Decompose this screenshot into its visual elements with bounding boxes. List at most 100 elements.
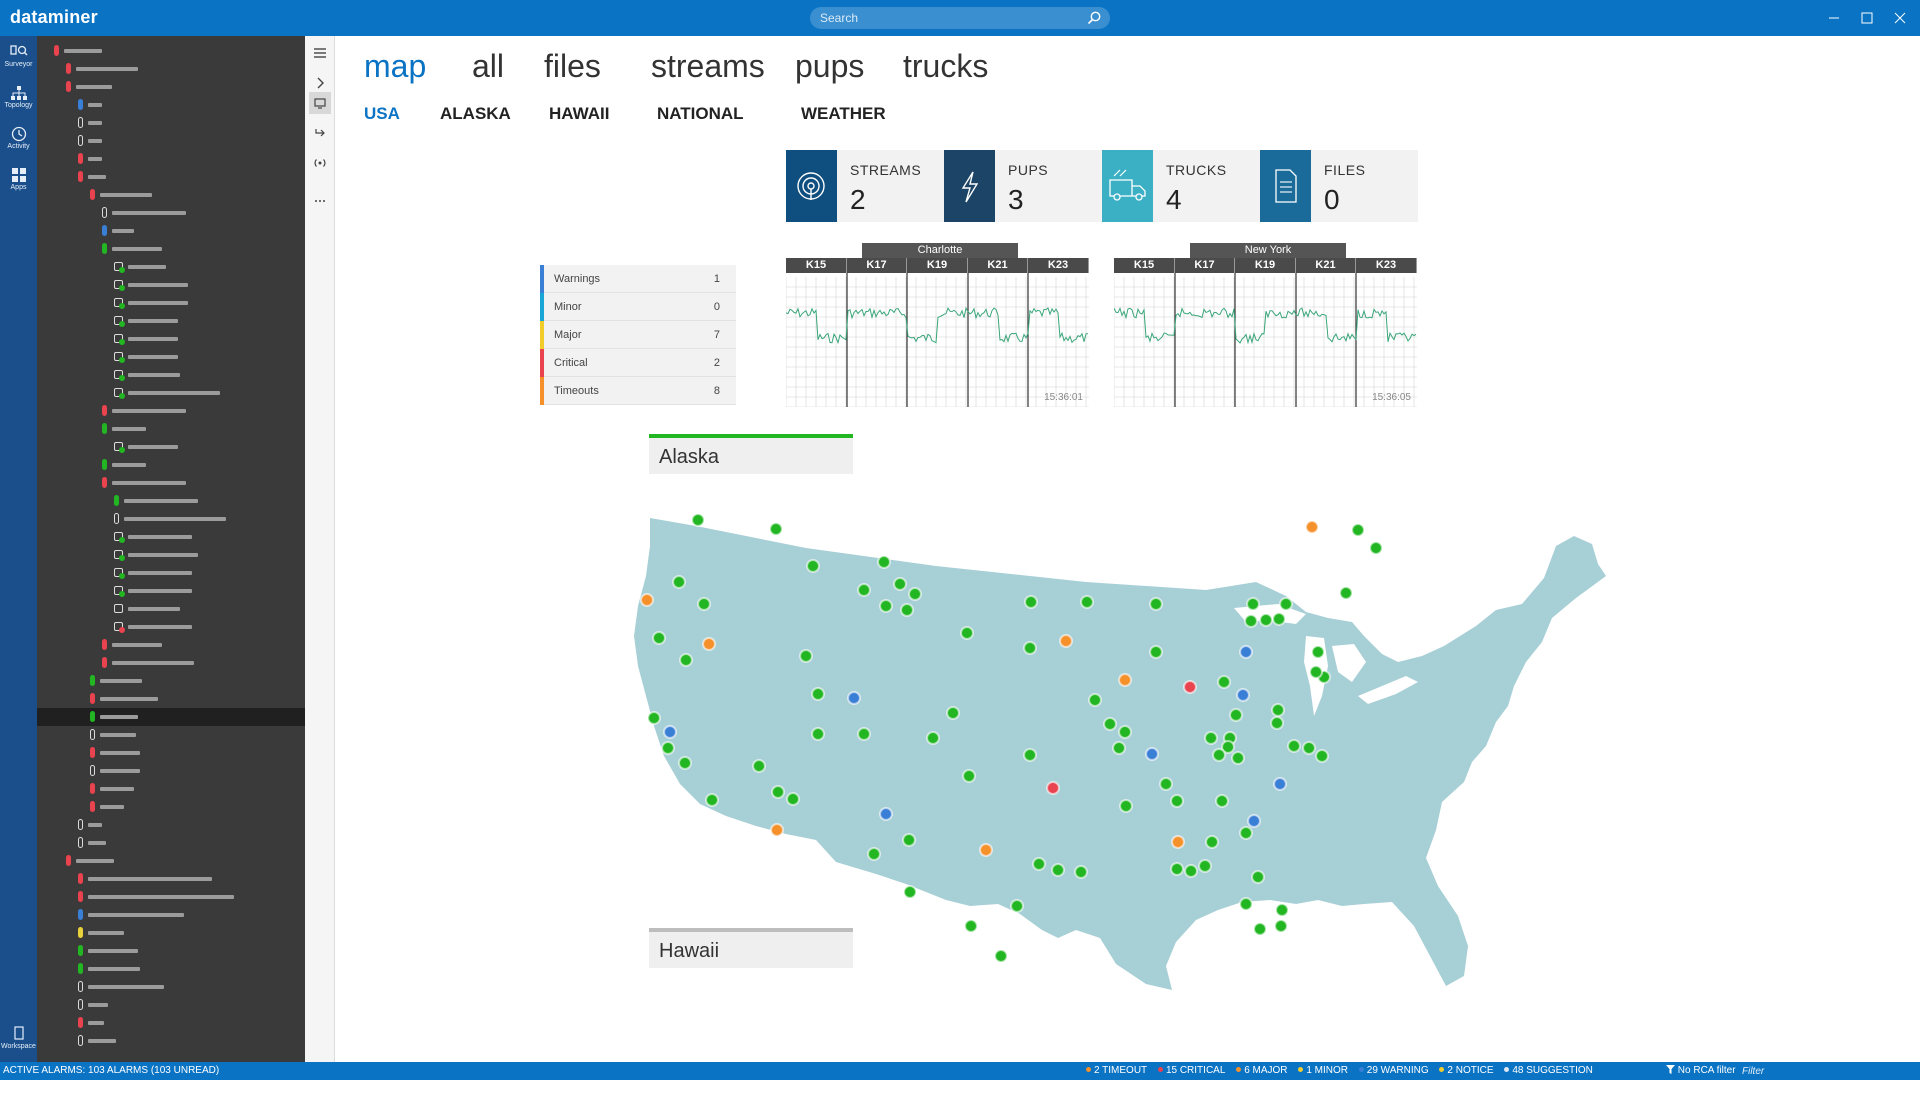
tab-pups[interactable]: pups [795,48,865,84]
site-marker[interactable] [1170,862,1184,876]
site-marker[interactable] [960,626,974,640]
tab-files[interactable]: files [544,48,601,84]
site-marker[interactable] [811,727,825,741]
tree-row[interactable] [37,150,305,168]
site-marker[interactable] [1273,777,1287,791]
site-marker[interactable] [879,807,893,821]
tree-row[interactable] [37,996,305,1014]
site-marker[interactable] [661,741,675,755]
site-marker[interactable] [1217,675,1231,689]
search-icon[interactable] [1086,10,1102,26]
site-marker[interactable] [1305,520,1319,534]
site-marker[interactable] [1046,781,1060,795]
site-marker[interactable] [1112,741,1126,755]
usa-map[interactable] [606,486,1606,1106]
search-input[interactable] [820,10,1080,26]
site-marker[interactable] [691,513,705,527]
filter-input[interactable] [1742,1064,1892,1078]
tree-row[interactable] [37,762,305,780]
site-marker[interactable] [1103,717,1117,731]
tree-row[interactable] [37,474,305,492]
site-marker[interactable] [1145,747,1159,761]
site-marker[interactable] [1080,595,1094,609]
tree-row[interactable] [37,294,305,312]
files-tile[interactable]: FILES 0 [1260,150,1418,222]
site-marker[interactable] [1088,693,1102,707]
site-marker[interactable] [1183,680,1197,694]
tree-row[interactable] [37,672,305,690]
site-marker[interactable] [994,949,1008,963]
site-marker[interactable] [1351,523,1365,537]
monitor-icon[interactable] [309,92,331,114]
subtab-national[interactable]: NATIONAL [657,104,744,123]
site-marker[interactable] [1231,751,1245,765]
tab-streams[interactable]: streams [651,48,765,84]
timeout-count[interactable]: 2 TIMEOUT [1086,1065,1147,1076]
rail-item-apps[interactable]: Apps [0,163,37,203]
tree-row[interactable] [37,636,305,654]
site-marker[interactable] [1311,645,1325,659]
rail-item-topology[interactable]: Topology [0,81,37,121]
legend-row-major[interactable]: Major 7 [540,321,736,349]
tree-checkbox[interactable] [114,352,125,363]
site-marker[interactable] [1221,740,1235,754]
chevron-right-icon[interactable] [309,72,331,94]
site-marker[interactable] [1198,859,1212,873]
tree-checkbox[interactable] [114,550,125,561]
warning-count[interactable]: 29 WARNING [1358,1065,1429,1076]
site-marker[interactable] [1339,586,1353,600]
spectrum-new-york[interactable]: New York K15 K17 K19 K21 K23 15:36:05 [1114,243,1417,407]
site-marker[interactable] [1118,725,1132,739]
tree-row[interactable] [37,96,305,114]
site-marker[interactable] [640,593,654,607]
tree-row[interactable] [37,870,305,888]
site-marker[interactable] [903,885,917,899]
tree-row[interactable] [37,618,305,636]
streams-tile[interactable]: STREAMS 2 [786,150,944,222]
site-marker[interactable] [1279,597,1293,611]
site-marker[interactable] [893,577,907,591]
tree-row[interactable] [37,888,305,906]
tree-row[interactable] [37,744,305,762]
maximize-icon[interactable] [1857,8,1877,28]
minimize-icon[interactable] [1824,8,1844,28]
tree-row[interactable] [37,384,305,402]
site-marker[interactable] [1171,835,1185,849]
site-marker[interactable] [663,725,677,739]
site-marker[interactable] [877,555,891,569]
site-marker[interactable] [979,843,993,857]
tree-row[interactable] [37,546,305,564]
tab-map[interactable]: map [364,48,427,84]
site-marker[interactable] [1205,835,1219,849]
legend-row-warnings[interactable]: Warnings 1 [540,265,736,293]
site-marker[interactable] [962,769,976,783]
tree-row[interactable] [37,600,305,618]
region-alaska[interactable]: Alaska [649,434,853,474]
site-marker[interactable] [1024,595,1038,609]
site-marker[interactable] [1239,826,1253,840]
site-marker[interactable] [811,687,825,701]
tree-row[interactable] [37,510,305,528]
tree-row[interactable] [37,60,305,78]
site-marker[interactable] [1287,739,1301,753]
site-marker[interactable] [702,637,716,651]
site-marker[interactable] [652,631,666,645]
site-marker[interactable] [1051,863,1065,877]
tree-row[interactable] [37,942,305,960]
tree-row[interactable] [37,114,305,132]
spectrum-charlotte[interactable]: Charlotte K15 K17 K19 K21 K23 15:36:01 [786,243,1089,407]
site-marker[interactable] [926,731,940,745]
site-marker[interactable] [647,711,661,725]
tree-checkbox[interactable] [114,298,125,309]
site-marker[interactable] [1059,634,1073,648]
site-marker[interactable] [1369,541,1383,555]
rca-filter[interactable]: No RCA filter [1666,1065,1736,1076]
tree-row[interactable] [37,1014,305,1032]
notice-count[interactable]: 2 NOTICE [1439,1065,1494,1076]
tree-row[interactable] [37,564,305,582]
menu-icon[interactable] [309,42,331,64]
rail-item-activity[interactable]: Activity [0,122,37,162]
tree-row[interactable] [37,42,305,60]
tree-checkbox[interactable] [114,532,125,543]
site-marker[interactable] [1159,777,1173,791]
